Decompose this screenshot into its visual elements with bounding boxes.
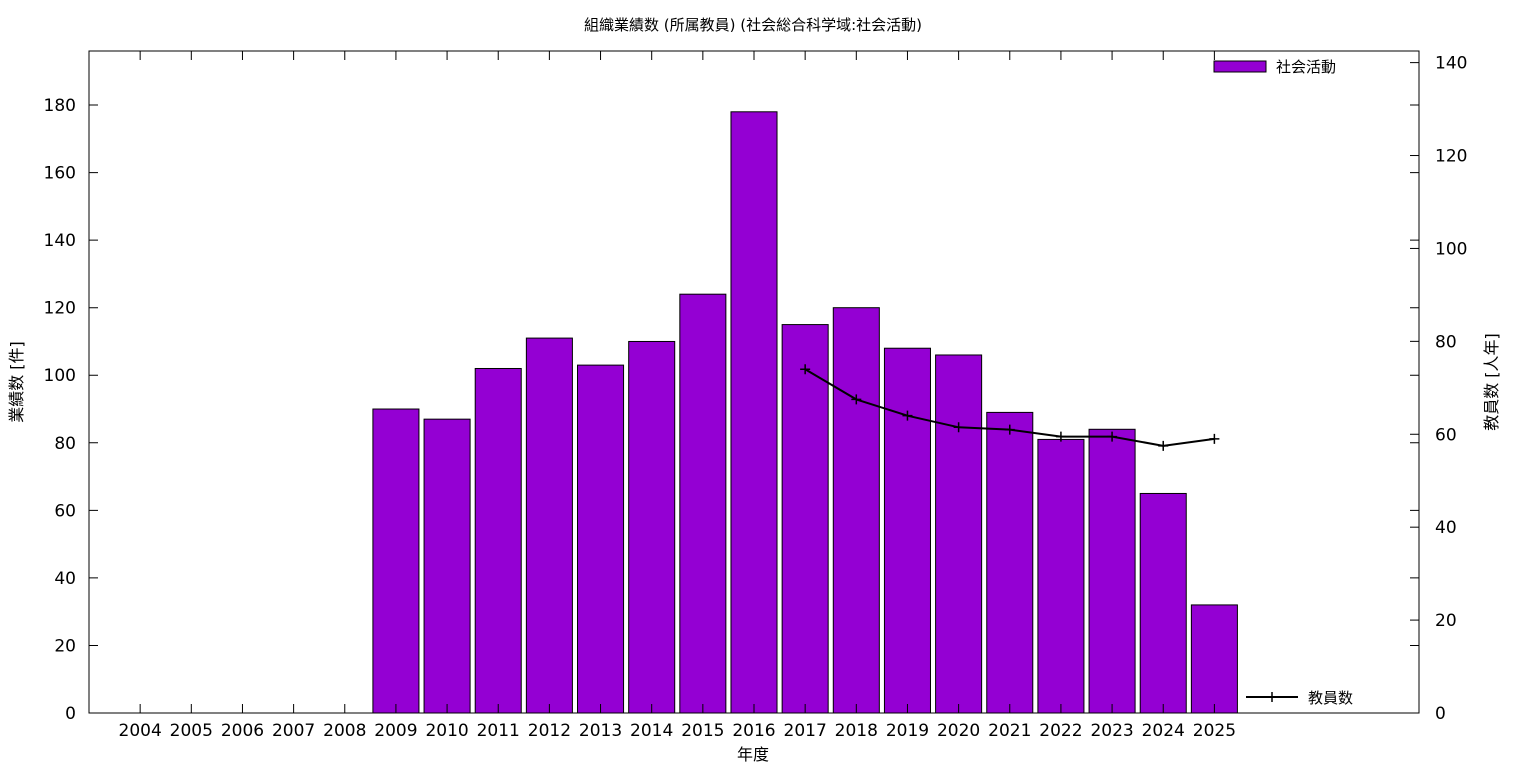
x-tick-label: 2025 <box>1193 721 1236 741</box>
x-tick-label: 2006 <box>221 721 264 741</box>
x-axis-label: 年度 <box>737 745 769 764</box>
y2-tick-label: 40 <box>1435 518 1457 538</box>
y-tick-label: 60 <box>54 501 76 521</box>
bar-2012 <box>525 337 573 714</box>
y2-tick-label: 140 <box>1435 54 1467 74</box>
bar-2018 <box>832 307 880 714</box>
teacher-count-point-2024 <box>1158 440 1169 451</box>
teacher-count-series <box>800 364 1220 451</box>
x-tick-label: 2022 <box>1039 721 1082 741</box>
teacher-count-point-2018 <box>851 394 862 405</box>
bar-2014 <box>628 340 676 714</box>
bar-2025 <box>1190 604 1238 714</box>
legend-bar-swatch <box>1213 60 1267 73</box>
x-tick-label: 2013 <box>579 721 622 741</box>
y-tick-label: 20 <box>54 636 76 656</box>
y-tick-label: 80 <box>54 434 76 454</box>
y2-tick-label: 0 <box>1435 704 1446 724</box>
chart-title: 組織業績数 (所属教員) (社会総合科学域:社会活動) <box>584 16 922 34</box>
x-tick-label: 2010 <box>425 721 468 741</box>
x-tick-label: 2018 <box>835 721 878 741</box>
teacher-count-point-2023 <box>1107 431 1118 442</box>
legend: 社会活動 教員数 <box>1213 58 1353 707</box>
y2-tick-label: 20 <box>1435 611 1457 631</box>
bar-2009 <box>372 408 420 714</box>
legend-bar-label: 社会活動 <box>1276 58 1336 76</box>
x-tick-label: 2011 <box>477 721 520 741</box>
x-tick-label: 2007 <box>272 721 315 741</box>
y2-tick-label: 80 <box>1435 332 1457 352</box>
y-tick-label: 40 <box>54 569 76 589</box>
y2-tick-label: 100 <box>1435 239 1467 259</box>
bar-2021 <box>986 411 1034 714</box>
x-tick-label: 2015 <box>681 721 724 741</box>
x-tick-label: 2008 <box>323 721 366 741</box>
x-tick-label: 2014 <box>630 721 673 741</box>
y-tick-label: 180 <box>44 96 76 116</box>
x-tick-label: 2017 <box>784 721 827 741</box>
y2-tick-label: 60 <box>1435 425 1457 445</box>
x-tick-label: 2004 <box>119 721 162 741</box>
x-tick-label: 2009 <box>374 721 417 741</box>
bar-2011 <box>474 367 522 714</box>
y2-axis-label: 教員数 [人年] <box>1482 333 1501 431</box>
bar-2016 <box>730 111 778 714</box>
bar-2017 <box>781 324 829 714</box>
bar-2023 <box>1088 428 1136 714</box>
teacher-count-point-2017 <box>800 364 811 375</box>
y2-tick-label: 120 <box>1435 147 1467 167</box>
bar-2022 <box>1037 438 1085 714</box>
x-axis: 2004 2005 2006 2007 2008 2009 2010 2011 2012 2013… <box>119 51 1236 741</box>
y-tick-label: 160 <box>44 164 76 184</box>
x-tick-label: 2020 <box>937 721 980 741</box>
bar-2019 <box>883 347 931 714</box>
x-tick-label: 2021 <box>988 721 1031 741</box>
teacher-count-point-2025 <box>1209 433 1220 444</box>
x-tick-label: 2024 <box>1142 721 1185 741</box>
bar-2010 <box>423 418 471 714</box>
x-tick-label: 2012 <box>528 721 571 741</box>
bar-2013 <box>577 364 625 714</box>
teacher-count-point-2019 <box>902 410 913 421</box>
y-tick-label: 140 <box>44 231 76 251</box>
x-tick-label: 2005 <box>170 721 213 741</box>
x-tick-label: 2019 <box>886 721 929 741</box>
legend-line-label: 教員数 <box>1308 689 1353 707</box>
bar-2015 <box>679 293 727 714</box>
y-axis-label: 業績数 [件] <box>7 341 26 423</box>
teacher-count-point-2021 <box>1004 424 1015 435</box>
teacher-count-point-2022 <box>1055 431 1066 442</box>
y-tick-label: 100 <box>44 366 76 386</box>
bar-2020 <box>935 354 983 714</box>
y-tick-label: 0 <box>65 704 76 724</box>
bar-2024 <box>1139 492 1187 714</box>
x-tick-label: 2016 <box>732 721 775 741</box>
y2-axis: 0 20 40 60 80 100 120 140 <box>1410 54 1467 724</box>
teacher-count-point-2020 <box>953 422 964 433</box>
x-tick-label: 2023 <box>1090 721 1133 741</box>
bars <box>372 111 1238 714</box>
y-tick-label: 120 <box>44 299 76 319</box>
